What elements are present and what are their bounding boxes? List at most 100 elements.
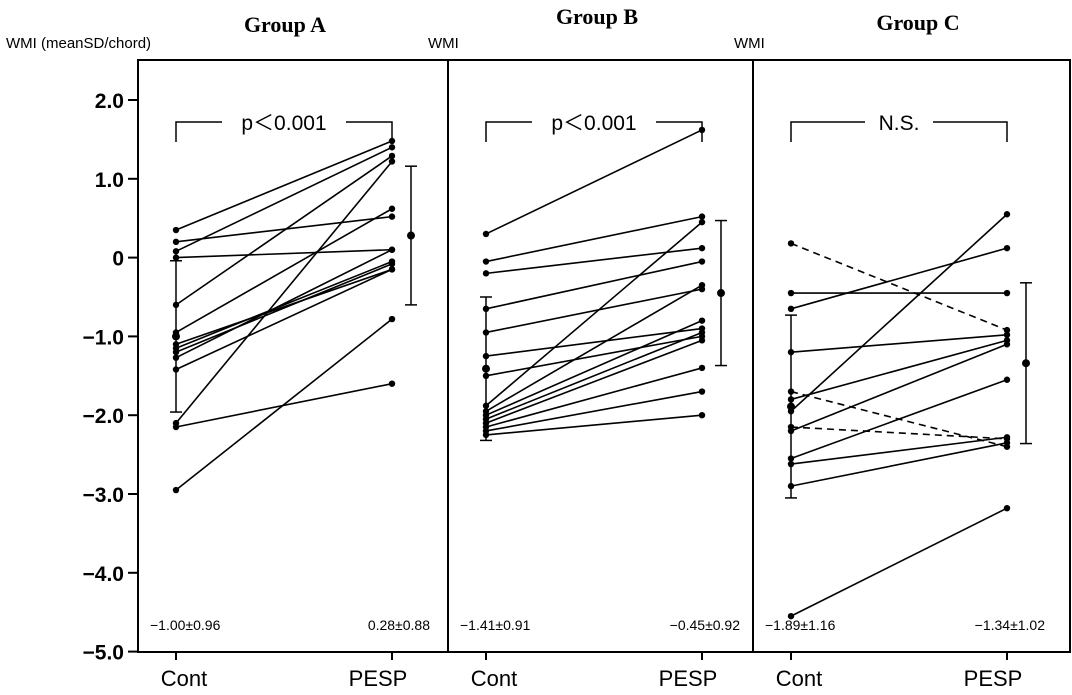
mean-marker	[172, 332, 180, 341]
data-point-pesp	[388, 137, 396, 145]
data-point-pesp	[388, 260, 396, 268]
mean-marker	[407, 231, 415, 240]
paired-line	[175, 160, 393, 424]
data-point-cont	[172, 486, 180, 494]
paired-line	[790, 441, 1008, 487]
y-tick-label: 0	[112, 248, 124, 271]
paired-line	[790, 247, 1008, 310]
y-tick-label: −2.0	[83, 405, 124, 428]
stat-label-pesp: −1.34±1.02	[975, 617, 1046, 633]
data-point-pesp	[388, 246, 396, 253]
mean-marker	[787, 402, 795, 411]
data-point-pesp	[698, 126, 706, 134]
x-tick-label: Cont	[471, 666, 517, 691]
paired-line	[485, 367, 703, 428]
y-tick-label: −1.0	[83, 326, 124, 349]
paired-line	[790, 436, 1008, 465]
paired-line	[485, 335, 703, 377]
data-point-pesp	[698, 388, 706, 395]
data-point-pesp	[698, 213, 706, 220]
data-point-pesp	[388, 266, 396, 273]
data-point-pesp	[388, 152, 396, 160]
paired-line-dashed	[790, 242, 1008, 331]
paired-line	[175, 263, 393, 353]
paired-line	[485, 288, 703, 334]
plot-frame	[137, 59, 1071, 653]
data-point-pesp	[1003, 289, 1011, 297]
paired-line	[485, 129, 703, 235]
paired-line	[790, 343, 1008, 432]
stat-label-cont: −1.00±0.96	[150, 617, 221, 633]
data-point-pesp	[388, 144, 396, 151]
data-point-pesp	[388, 315, 396, 323]
y-tick-label: −3.0	[83, 484, 124, 507]
panel-title: Group B	[556, 4, 638, 29]
data-point-cont	[172, 248, 180, 255]
data-point-pesp	[1003, 434, 1011, 441]
x-tick-label: PESP	[964, 666, 1023, 691]
data-point-pesp	[698, 218, 706, 226]
paired-line	[175, 268, 393, 371]
data-point-pesp	[1003, 376, 1011, 383]
stat-label-cont: −1.89±1.16	[765, 617, 836, 633]
stat-label-cont: −1.41±0.91	[460, 617, 531, 633]
paired-line	[790, 339, 1008, 401]
x-tick-label: Cont	[161, 666, 207, 691]
paired-line	[175, 249, 393, 359]
significance-label-bg	[222, 108, 346, 134]
significance-label: N.S.	[879, 112, 920, 135]
significance-label-bg	[532, 108, 656, 134]
paired-line	[485, 319, 703, 416]
data-point-cont	[787, 305, 795, 313]
data-point-pesp	[1003, 331, 1011, 339]
paired-line	[790, 507, 1008, 617]
data-point-cont	[482, 230, 490, 238]
paired-line	[485, 339, 703, 424]
paired-line	[485, 221, 703, 407]
paired-line	[175, 260, 393, 349]
panel-title: Group C	[876, 10, 959, 35]
data-point-pesp	[698, 329, 706, 336]
data-point-pesp	[1003, 341, 1011, 348]
significance-label: p＜0.001	[241, 112, 326, 135]
paired-line	[485, 331, 703, 420]
data-point-pesp	[388, 213, 396, 220]
paired-line	[790, 334, 1008, 353]
y-tick-label: −4.0	[83, 563, 124, 586]
paired-line	[790, 213, 1008, 412]
paired-line	[485, 215, 703, 263]
paired-line	[485, 390, 703, 432]
data-point-pesp	[698, 317, 706, 324]
paired-line	[485, 260, 703, 310]
paired-line-dashed	[790, 426, 1008, 440]
data-point-pesp	[698, 244, 706, 252]
data-point-pesp	[388, 205, 396, 212]
significance-label-bg	[865, 108, 933, 134]
data-point-pesp	[388, 158, 396, 165]
y-tick-label: 2.0	[95, 90, 124, 113]
data-point-cont	[172, 238, 180, 246]
x-tick-label: Cont	[776, 666, 822, 691]
data-point-pesp	[388, 380, 396, 387]
paired-line	[175, 140, 393, 231]
data-point-cont	[172, 254, 180, 261]
data-point-pesp	[1003, 504, 1011, 512]
data-point-cont	[787, 289, 795, 297]
y-axis-label: WMI (meanSD/chord)	[6, 35, 151, 52]
paired-line	[175, 268, 393, 346]
data-point-pesp	[698, 281, 706, 289]
paired-line	[175, 248, 393, 259]
paired-line	[175, 208, 393, 334]
mean-marker	[717, 289, 725, 298]
x-tick-label: PESP	[659, 666, 718, 691]
paired-line	[175, 318, 393, 491]
data-point-cont	[172, 226, 180, 234]
data-point-pesp	[698, 364, 706, 372]
data-point-cont	[787, 240, 795, 247]
data-point-pesp	[698, 258, 706, 265]
data-point-cont	[787, 612, 795, 620]
panel-title: Group A	[244, 12, 326, 37]
data-point-pesp	[698, 337, 706, 344]
data-point-cont	[482, 258, 490, 265]
paired-line	[485, 327, 703, 357]
